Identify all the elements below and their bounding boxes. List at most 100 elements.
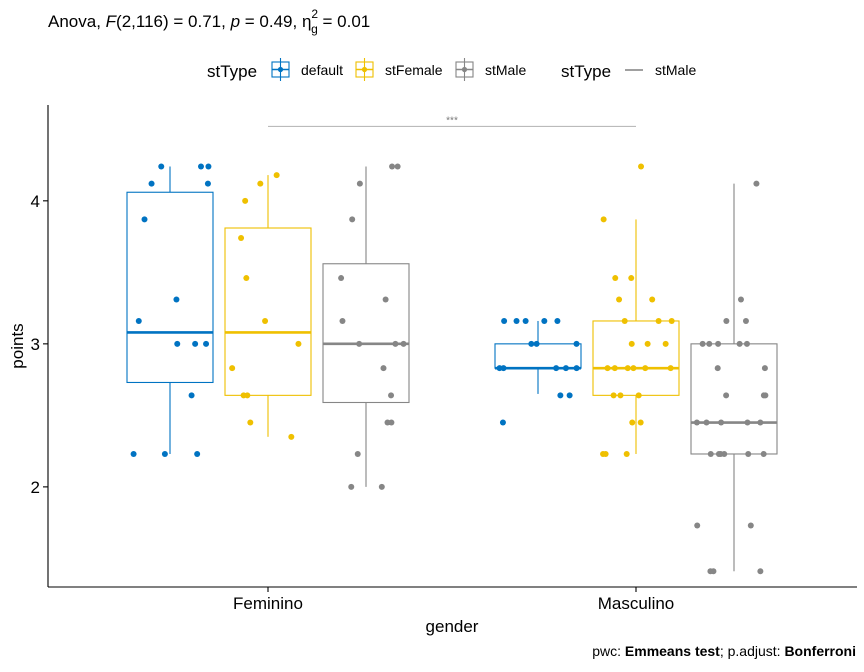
data-point-stMale: [715, 340, 722, 347]
data-point-default: [204, 180, 211, 187]
data-point-stMale: [744, 419, 751, 426]
legend-key-point: [461, 66, 468, 73]
significance-bracket: ***: [268, 115, 636, 128]
data-point-stFemale: [238, 235, 245, 242]
data-point-stFemale: [621, 317, 628, 324]
data-point-stFemale: [617, 392, 624, 399]
data-point-default: [513, 317, 520, 324]
data-point-stMale: [706, 340, 713, 347]
box-body: [322, 263, 410, 404]
data-point-stMale: [760, 392, 767, 399]
data-point-default: [554, 317, 561, 324]
box-stMale-feminino: [322, 166, 410, 487]
data-point-stMale: [718, 419, 725, 426]
data-point-stFemale: [257, 180, 264, 187]
data-point-default: [553, 365, 560, 372]
y-tick-label: 3: [31, 335, 40, 354]
data-point-stFemale: [630, 365, 637, 372]
data-point-default: [573, 340, 580, 347]
data-point-stFemale: [288, 433, 295, 440]
data-point-stMale: [707, 568, 714, 575]
data-point-stMale: [392, 340, 399, 347]
data-point-default: [501, 317, 508, 324]
data-point-stFemale: [611, 365, 618, 372]
data-point-stFemale: [262, 317, 269, 324]
data-point-default: [135, 317, 142, 324]
caption: pwc: Emmeans test; p.adjust: Bonferroni: [592, 643, 856, 659]
data-point-stMale: [757, 568, 764, 575]
data-point-stFemale: [247, 419, 254, 426]
data-point-stFemale: [623, 450, 630, 457]
data-point-stMale: [389, 163, 396, 170]
x-tick-label: Feminino: [233, 594, 303, 613]
data-point-stFemale: [649, 296, 656, 303]
data-point-stMale: [745, 450, 752, 457]
data-point-stFemale: [602, 450, 609, 457]
data-point-stMale: [714, 365, 721, 372]
data-point-default: [158, 163, 165, 170]
box-stFemale-feminino: [224, 175, 312, 437]
data-point-stMale: [699, 340, 706, 347]
data-point-default: [194, 450, 201, 457]
data-point-default: [174, 340, 181, 347]
data-point-stMale: [382, 296, 389, 303]
data-point-stMale: [723, 317, 730, 324]
data-point-stMale: [354, 450, 361, 457]
y-axis-label: points: [8, 323, 27, 368]
data-point-default: [562, 365, 569, 372]
data-point-stMale: [349, 216, 356, 223]
data-point-stMale: [394, 163, 401, 170]
data-point-stFemale: [612, 275, 619, 282]
data-point-stFemale: [624, 365, 631, 372]
box-stFemale-masculino: [592, 219, 680, 454]
legend-label-stMale: stMale: [485, 62, 526, 78]
data-point-stMale: [723, 392, 730, 399]
data-point-stMale: [736, 340, 743, 347]
data-point-stMale: [753, 180, 760, 187]
box-body: [690, 343, 778, 455]
data-point-stFemale: [628, 340, 635, 347]
box-body: [224, 227, 312, 396]
legend-item-stMale: stMale: [455, 58, 526, 81]
y-tick-label: 4: [31, 192, 40, 211]
data-point-stFemale: [642, 365, 649, 372]
data-point-stMale: [356, 340, 363, 347]
data-point-stFemale: [244, 392, 251, 399]
data-point-stMale: [747, 522, 754, 529]
data-point-stMale: [339, 317, 346, 324]
data-point-default: [573, 365, 580, 372]
data-point-stMale: [693, 419, 700, 426]
data-point-stMale: [743, 340, 750, 347]
box-body: [126, 191, 214, 384]
data-point-default: [148, 180, 155, 187]
data-point-default: [566, 392, 573, 399]
data-point-default: [522, 317, 529, 324]
data-point-stMale: [737, 296, 744, 303]
box-body: [592, 320, 680, 396]
data-point-stMale: [400, 340, 407, 347]
x-axis-ticks: Feminino Masculino: [233, 587, 674, 613]
data-point-stFemale: [229, 365, 236, 372]
data-point-stMale: [348, 483, 355, 490]
data-point-stFemale: [637, 419, 644, 426]
legend-line-label: stMale: [655, 62, 696, 78]
data-point-stFemale: [629, 419, 636, 426]
data-point-stMale: [715, 450, 722, 457]
data-point-stFemale: [662, 340, 669, 347]
data-point-default: [188, 392, 195, 399]
box-body: [494, 343, 582, 369]
data-point-stMale: [761, 365, 768, 372]
data-point-stMale: [388, 419, 395, 426]
box-default-feminino: [126, 166, 214, 454]
data-point-stFemale: [616, 296, 623, 303]
x-tick-label: Masculino: [598, 594, 675, 613]
data-point-stMale: [742, 317, 749, 324]
data-point-default: [192, 340, 199, 347]
data-point-stMale: [760, 450, 767, 457]
data-point-stFemale: [273, 172, 280, 179]
data-point-stMale: [694, 522, 701, 529]
data-point-stFemale: [295, 340, 302, 347]
data-point-stMale: [757, 419, 764, 426]
data-point-default: [499, 419, 506, 426]
data-point-stFemale: [242, 197, 249, 204]
